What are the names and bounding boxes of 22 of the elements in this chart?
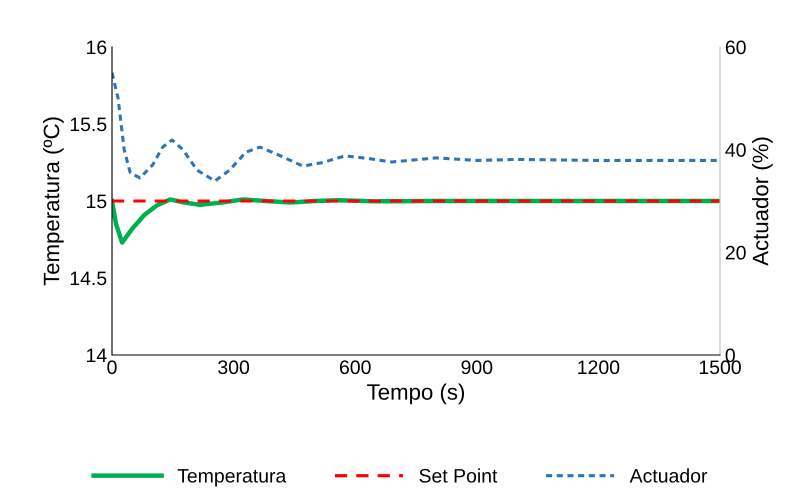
y2-tick-label: 60 <box>726 40 746 54</box>
y2-tick-label: 40 <box>725 143 746 157</box>
line-series <box>112 71 720 183</box>
y2-axis-title: Actuador (%) <box>752 138 773 266</box>
x-tick-label: 600 <box>340 360 371 374</box>
legend-label: Set Point <box>419 468 498 483</box>
x-axis-title: Tempo (s) <box>367 384 464 404</box>
y-tick-label: 15.5 <box>70 118 106 132</box>
x-tick-label: 1500 <box>700 360 741 374</box>
x-tick-label: 0 <box>107 360 117 374</box>
y-tick-label: 16 <box>86 40 106 54</box>
legend-label: Temperatura <box>178 469 286 486</box>
y-tick-label: 15 <box>86 194 106 208</box>
y-tick-label: 14 <box>86 348 107 362</box>
legend-label: Actuador <box>630 468 708 483</box>
y-tick-label: 14.5 <box>70 272 106 286</box>
y2-tick-label: 20 <box>726 246 746 260</box>
x-tick-label: 1200 <box>578 360 620 374</box>
x-tick-label: 900 <box>461 360 492 374</box>
y-axis-title: Temperatura (ºC) <box>43 117 64 286</box>
y2-tick-label: 0 <box>726 348 735 362</box>
x-tick-label: 300 <box>218 360 250 374</box>
